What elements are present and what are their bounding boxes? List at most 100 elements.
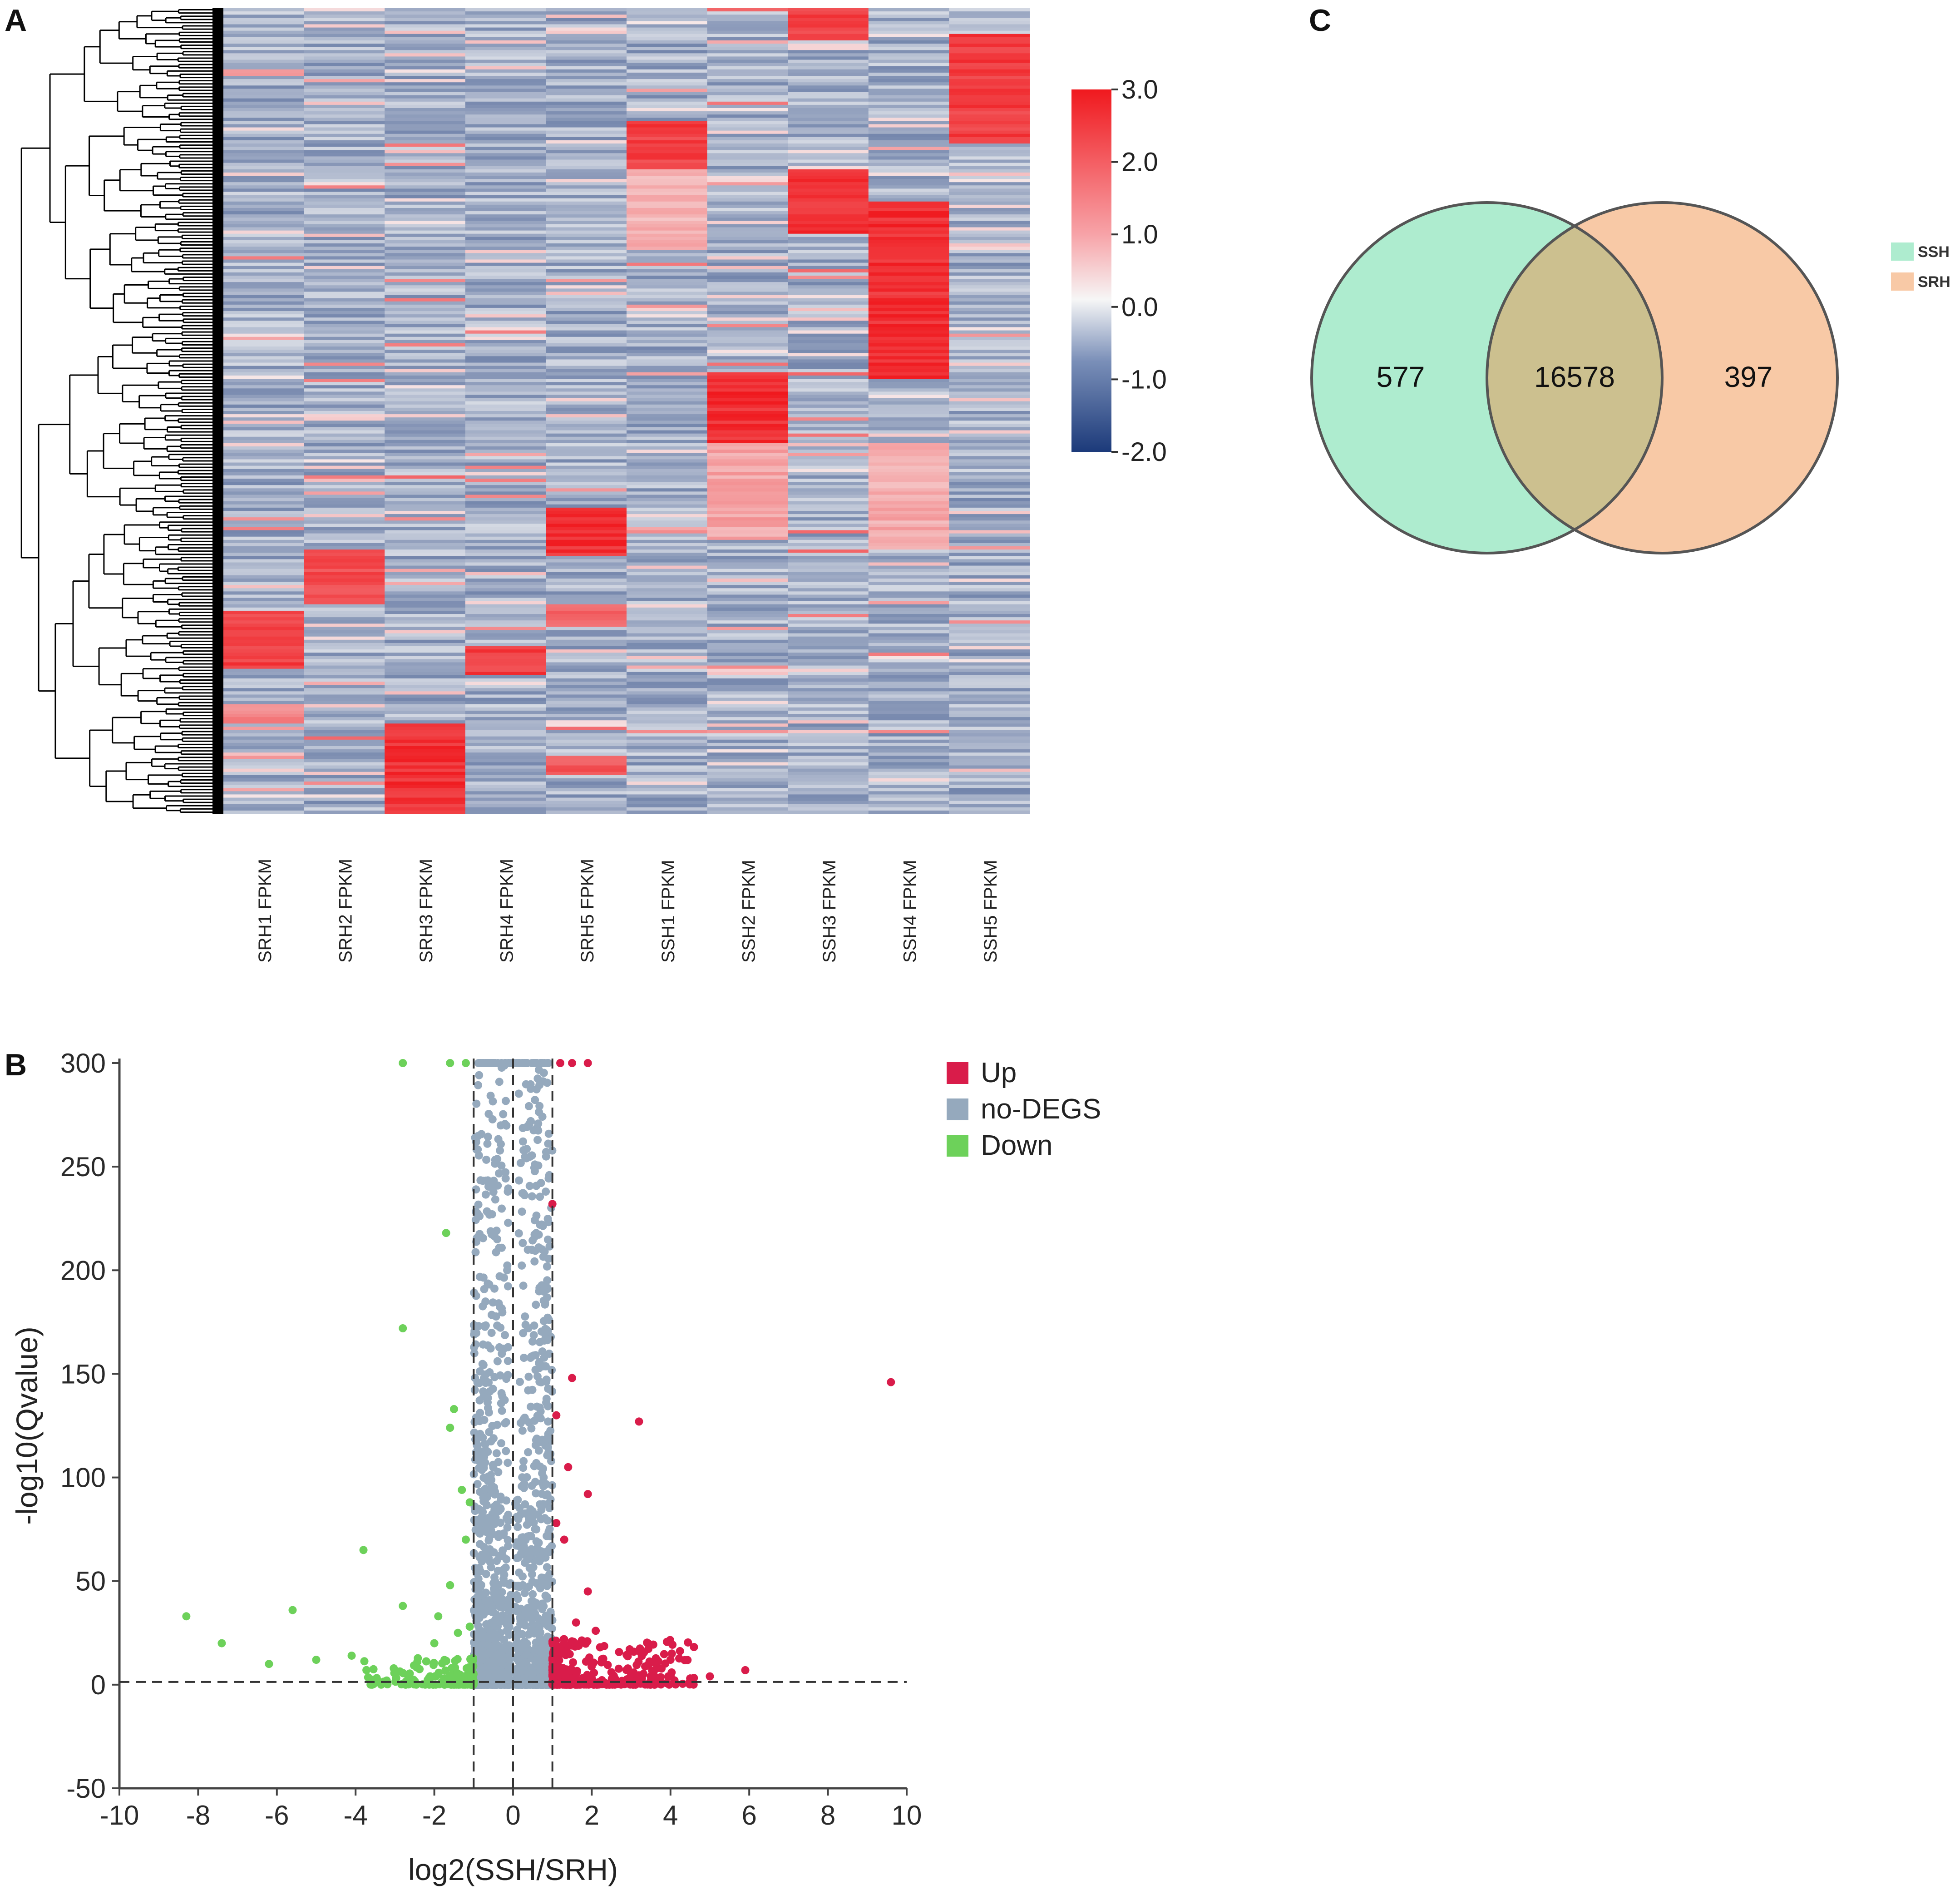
color-scale-tick-label: 1.0 [1121,220,1158,249]
no-degs-point [482,1526,491,1534]
heatmap-cell [465,456,546,460]
no-degs-point [504,1370,512,1379]
heatmap-cell [868,147,949,150]
heatmap-cell [627,807,708,811]
heatmap-cell [546,143,627,147]
heatmap-cell [868,59,949,64]
heatmap-cell [465,30,546,35]
heatmap-cell [949,150,1030,153]
heatmap-cell [949,788,1030,792]
heatmap-cell [304,208,385,212]
heatmap-cell [868,475,949,479]
heatmap-cell [868,211,949,215]
no-degs-point [531,1525,539,1534]
heatmap-cell [465,801,546,805]
heatmap-cell [223,768,305,772]
heatmap-cell [788,275,869,279]
heatmap-cell [465,166,546,170]
heatmap-cell [465,163,546,167]
volcano-y-tick-label: 0 [91,1670,106,1700]
heatmap-cell [546,172,627,176]
heatmap-cell [707,475,788,479]
volcano-x-tick-label: 10 [892,1800,922,1831]
heatmap-cell [868,788,949,792]
no-degs-point [513,1523,522,1531]
heatmap-cell [385,237,466,241]
heatmap-cell [949,111,1030,115]
heatmap-cell [385,775,466,779]
heatmap-cell [949,533,1030,537]
heatmap-cell [627,598,708,602]
heatmap-cell [223,21,305,25]
heatmap-cell [546,620,627,624]
heatmap-cell [304,163,385,167]
heatmap-cell [788,646,869,650]
heatmap-cell [868,672,949,676]
heatmap-cell [385,172,466,176]
heatmap-cell [788,539,869,544]
heatmap-cell [949,63,1030,67]
heatmap-cell [627,179,708,183]
heatmap-cell [304,63,385,67]
heatmap-cell [627,562,708,566]
heatmap-cell [223,485,305,489]
heatmap-cell [627,475,708,479]
heatmap-cell [465,343,546,347]
heatmap-cell [223,504,305,508]
heatmap-cell [788,253,869,257]
heatmap-cell [868,539,949,544]
heatmap-cell [949,114,1030,118]
heatmap-cell [465,8,546,12]
heatmap-cell [304,539,385,544]
heatmap-cell [627,69,708,73]
heatmap-cell [868,459,949,463]
heatmap-cell [949,510,1030,515]
heatmap-cell [465,95,546,99]
heatmap-cell [546,198,627,202]
heatmap-cell [385,572,466,576]
volcano-x-tick-label: 2 [584,1800,599,1831]
heatmap-cell [707,398,788,402]
heatmap-cell [385,704,466,708]
heatmap-cell [304,759,385,763]
heatmap-cell [627,404,708,408]
heatmap-cell [788,218,869,221]
heatmap-cell [868,72,949,76]
heatmap-cell [868,317,949,321]
heatmap-cell [788,788,869,792]
heatmap-cell [465,404,546,408]
heatmap-cell [949,166,1030,170]
heatmap-cell [707,182,788,186]
heatmap-cell [627,218,708,221]
no-degs-point [484,1378,493,1387]
heatmap-cell [304,707,385,711]
heatmap-cell [223,601,305,605]
heatmap-cell [304,756,385,759]
heatmap-cell [707,491,788,495]
heatmap-cell [949,688,1030,692]
heatmap-cell [546,47,627,50]
heatmap-column-label: SSH4 FPKM [900,860,920,963]
heatmap-cell [707,275,788,279]
heatmap-cell [627,549,708,553]
heatmap-cell [304,469,385,473]
heatmap-cell [546,588,627,592]
heatmap-cell [304,172,385,176]
heatmap-cell [223,694,305,698]
no-degs-point [528,1577,537,1586]
heatmap-cell [385,15,466,18]
heatmap-cell [788,137,869,141]
heatmap-cell [223,204,305,208]
heatmap-cell [868,282,949,286]
heatmap-cell [385,714,466,717]
no-degs-point [519,1329,528,1337]
heatmap-cell [949,440,1030,444]
heatmap-cell [385,411,466,415]
heatmap-cell [304,440,385,444]
heatmap-cell [223,233,305,237]
heatmap-cell [546,82,627,86]
heatmap-cell [223,50,305,54]
heatmap-cell [223,343,305,347]
heatmap-cell [304,275,385,279]
heatmap-cell [627,717,708,721]
